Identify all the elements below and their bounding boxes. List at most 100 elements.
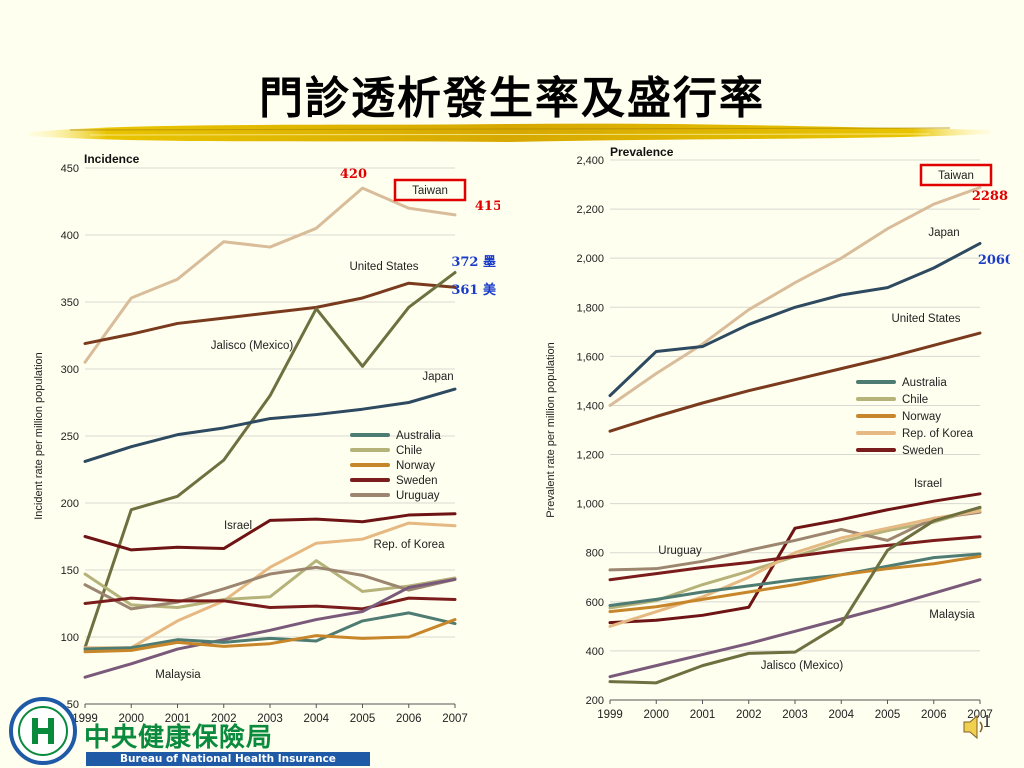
page-number: 1	[982, 712, 993, 731]
prevalence-y-tick-label: 1,400	[576, 400, 604, 412]
prevalence-x-tick-label: 1999	[597, 709, 623, 721]
incidence-x-tick-label: 2007	[442, 713, 468, 725]
prevalence-line-label: Uruguay	[658, 545, 702, 557]
prevalence-y-tick-label: 2,400	[576, 155, 604, 167]
prevalence-x-tick-label: 2005	[875, 709, 901, 721]
incidence-series-line-japan	[83, 387, 457, 463]
incidence-x-tick-label: 1999	[72, 713, 98, 725]
incidence-line-label: Malaysia	[155, 669, 201, 681]
prevalence-y-tick-label: 600	[586, 597, 604, 609]
incidence-legend-label: Uruguay	[396, 490, 440, 502]
incidence-value-annotation: 415	[475, 199, 500, 214]
prevalence-legend-label: Chile	[902, 394, 928, 406]
incidence-x-tick-label: 2002	[211, 713, 237, 725]
prevalence-line-label: Japan	[928, 227, 959, 239]
incidence-series-line-united-states	[83, 281, 457, 346]
incidence-series-line-jalisco-mexico	[83, 271, 457, 650]
speaker-icon[interactable]	[962, 712, 986, 742]
prevalence-y-tick-label: 400	[586, 646, 604, 658]
prevalence-series-line-sweden	[608, 535, 982, 582]
prevalence-series-line-malaysia	[608, 578, 982, 679]
incidence-y-tick-label: 100	[61, 632, 79, 644]
prevalence-line-label: Malaysia	[929, 609, 975, 621]
prevalence-x-tick-label: 2003	[782, 709, 808, 721]
prevalence-legend-label: Rep. of Korea	[902, 428, 974, 440]
incidence-legend-label: Sweden	[396, 475, 438, 487]
incidence-line-label: Japan	[422, 371, 453, 383]
prevalence-x-tick-label: 2000	[643, 709, 669, 721]
incidence-y-tick-label: 150	[61, 565, 79, 577]
prevalence-y-tick-label: 1,800	[576, 302, 604, 314]
incidence-series-line-malaysia	[83, 577, 457, 679]
prevalence-y-tick-label: 800	[586, 548, 604, 560]
incidence-taiwan-highlight-box	[393, 178, 467, 202]
incidence-value-annotation: 361 美	[451, 282, 497, 298]
slide-title: 門診透析發生率及盛行率	[259, 73, 765, 124]
incidence-series-line-australia	[83, 611, 457, 651]
prevalence-y-tick-label: 1,000	[576, 499, 604, 511]
prevalence-line-label: Israel	[914, 478, 942, 490]
prevalence-x-tick-label: 2004	[828, 709, 854, 721]
nhi-logo	[9, 697, 77, 765]
prevalence-chart: 200 400 600 800 1,000 1,200 1,400 1,600 1,800 2,0…	[545, 145, 1010, 721]
prevalence-legend-label: Sweden	[902, 445, 944, 457]
prevalence-legend-label: Australia	[902, 377, 947, 389]
incidence-y-tick-label: 200	[61, 498, 79, 510]
prevalence-series-line-rep-of-korea	[608, 509, 982, 628]
incidence-series-line-rep-of-korea	[83, 521, 457, 650]
prevalence-x-tick-label: 2001	[690, 709, 716, 721]
prevalence-y-tick-label: 1,200	[576, 450, 604, 462]
incidence-value-annotation: 372 墨	[451, 255, 496, 270]
prevalence-chart-title: Prevalence	[610, 145, 674, 159]
prevalence-y-axis-label: Prevalent rate per million population	[545, 342, 557, 518]
prevalence-y-tick-label: 2,200	[576, 204, 604, 216]
incidence-x-tick-label: 2004	[303, 713, 329, 725]
incidence-chart-title: Incidence	[84, 152, 140, 166]
incidence-y-tick-label: 250	[61, 431, 79, 443]
prevalence-x-tick-label: 2007	[967, 709, 993, 721]
prevalence-x-tick-label: 2006	[921, 709, 947, 721]
org-name-chinese: 中央健康保險局	[84, 723, 274, 753]
incidence-y-tick-label: 350	[61, 297, 79, 309]
incidence-y-tick-label: 400	[61, 230, 79, 242]
prevalence-series-line-israel	[608, 492, 982, 625]
incidence-legend-label: Chile	[396, 445, 422, 457]
incidence-series-line-sweden	[83, 596, 457, 611]
prevalence-y-tick-label: 2,000	[576, 253, 604, 265]
incidence-x-tick-label: 2005	[350, 713, 376, 725]
prevalence-x-tick-label: 2002	[736, 709, 762, 721]
prevalence-series-line-uruguay	[608, 510, 982, 572]
incidence-series-line-israel	[83, 512, 457, 552]
prevalence-series-line-australia	[608, 552, 982, 607]
prevalence-series-line-japan	[608, 241, 982, 398]
incidence-line-label: Rep. of Korea	[374, 539, 446, 551]
incidence-y-tick-label: 50	[67, 699, 79, 711]
incidence-legend-label: Australia	[396, 430, 441, 442]
incidence-x-tick-label: 2001	[165, 713, 191, 725]
incidence-line-label: Taiwan	[412, 185, 448, 197]
prevalence-line-label: Taiwan	[938, 170, 974, 182]
prevalence-series-line-taiwan	[608, 185, 982, 407]
incidence-x-tick-label: 2000	[118, 713, 144, 725]
incidence-chart: 50 100 150 200 250 300 350 400 450 1999 2000 2001 20…	[33, 152, 500, 725]
prevalence-value-annotation: 2060	[978, 253, 1010, 268]
prevalence-y-tick-label: 200	[586, 695, 604, 707]
incidence-line-label: Jalisco (Mexico)	[211, 340, 294, 352]
incidence-y-tick-label: 450	[61, 163, 79, 175]
incidence-series-line-taiwan	[83, 186, 457, 364]
incidence-x-tick-label: 2006	[396, 713, 422, 725]
prevalence-taiwan-highlight-box	[919, 163, 993, 187]
prevalence-line-label: Jalisco (Mexico)	[761, 660, 844, 672]
incidence-y-axis-label: Incident rate per million population	[33, 352, 45, 520]
prevalence-line-label: United States	[891, 313, 960, 325]
incidence-series-line-uruguay	[83, 565, 457, 611]
incidence-y-tick-label: 300	[61, 364, 79, 376]
incidence-legend-label: Norway	[396, 460, 435, 472]
prevalence-value-annotation: 2288	[972, 189, 1008, 204]
prevalence-series-line-united-states	[608, 331, 982, 433]
prevalence-legend-label: Norway	[902, 411, 941, 423]
incidence-series-line-norway	[83, 618, 457, 654]
incidence-line-label: Israel	[224, 520, 252, 532]
title-underline-brush	[30, 123, 990, 142]
prevalence-series-line-jalisco-mexico	[608, 505, 982, 685]
